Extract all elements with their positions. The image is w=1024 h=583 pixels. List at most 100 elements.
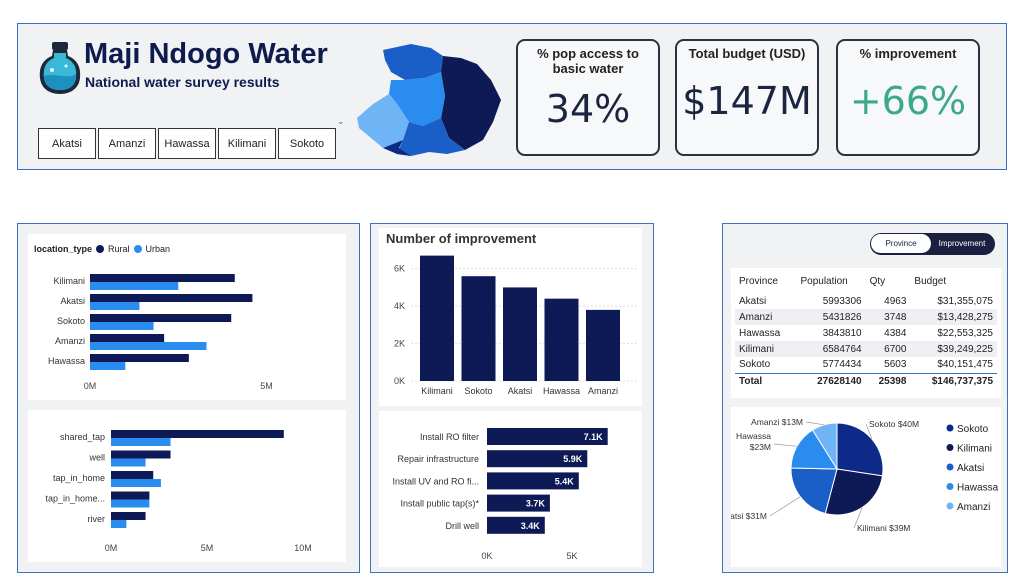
bar-urban[interactable] — [90, 322, 154, 330]
bar-rural[interactable] — [90, 354, 189, 362]
legend-dot[interactable] — [946, 444, 954, 451]
map-region-hawassa[interactable] — [357, 94, 409, 148]
cell: 4384 — [884, 327, 907, 339]
table-row[interactable]: Amanzi 5431826 3748 $13,428,275 — [735, 309, 997, 325]
bar-urban[interactable] — [90, 342, 207, 350]
table-row[interactable]: Sokoto 5774434 5603 $40,151,475 — [735, 357, 997, 373]
slicer-amanzi[interactable]: Amanzi — [98, 128, 156, 159]
slice-label: Amanzi $13M — [751, 417, 803, 427]
bar-series-2[interactable] — [111, 458, 146, 467]
bar-urban[interactable] — [90, 362, 126, 370]
bar-series-1[interactable] — [111, 450, 171, 459]
map-region-amanzi[interactable] — [383, 44, 443, 80]
location-chart-card: location_type Rural Urban Kilimani Akatsi… — [28, 234, 346, 400]
bar-series-2[interactable] — [111, 479, 161, 487]
cell: Hawassa — [739, 327, 781, 339]
category-label: Sokoto — [57, 316, 85, 326]
bar-series-2[interactable] — [111, 438, 171, 446]
toggle-improvement[interactable]: Improvement — [938, 239, 986, 248]
leader-line[interactable] — [769, 496, 801, 517]
table-row[interactable]: Hawassa 3843810 4384 $22,553,325 — [735, 325, 997, 341]
location-legend: location_type Rural Urban — [34, 244, 170, 254]
bar[interactable] — [487, 494, 550, 512]
location-bar-chart[interactable]: Kilimani Akatsi Sokoto Amanzi Hawassa 0M 5M — [28, 234, 346, 400]
bar[interactable] — [487, 428, 608, 445]
pie-slice-akatsi[interactable] — [790, 467, 838, 515]
cell: Amanzi — [735, 309, 797, 325]
category-label: Install UV and RO fi... — [392, 476, 479, 486]
data-label: 7.1K — [584, 432, 604, 442]
leader-line[interactable] — [865, 423, 873, 440]
dashboard-title: Maji Ndogo Water — [84, 38, 328, 70]
province-map[interactable] — [353, 42, 503, 157]
bar-rural[interactable] — [90, 274, 235, 282]
map-region-kilimani[interactable] — [397, 118, 465, 156]
bar-rural[interactable] — [90, 314, 232, 322]
leader-line[interactable] — [773, 443, 798, 447]
dashboard-subtitle: National water survey results — [85, 74, 280, 90]
legend-rural: Rural — [108, 244, 130, 254]
legend-label: Sokoto — [957, 424, 989, 435]
view-toggle[interactable]: Province Improvement — [870, 233, 995, 255]
budget-pie-chart[interactable]: Sokoto $40M Kilimani $39M Akatsi $31M Hawas… — [720, 407, 1001, 567]
map-region-akatsi[interactable] — [389, 72, 445, 126]
kpi-access-value: 34% — [545, 87, 631, 131]
bar-rural[interactable] — [90, 294, 253, 302]
bar[interactable] — [586, 309, 620, 381]
slicer-akatsi[interactable]: Akatsi — [38, 128, 96, 159]
chevron-down-icon[interactable]: ⌄ — [337, 116, 345, 126]
category-label: Hawassa — [48, 356, 85, 366]
legend-title: location_type — [34, 244, 93, 254]
pie-slice-kilimani[interactable] — [824, 468, 884, 516]
header-banner: Maji Ndogo Water National water survey r… — [17, 23, 1007, 170]
bar-rural[interactable] — [90, 334, 165, 342]
leader-line[interactable] — [805, 421, 825, 426]
pie-slice-hawassa[interactable] — [790, 429, 838, 470]
data-label: 5.4K — [555, 476, 575, 486]
bar-series-2[interactable] — [111, 520, 127, 528]
col-province[interactable]: Province — [739, 276, 778, 287]
bar-series-1[interactable] — [111, 491, 150, 500]
legend-dot[interactable] — [946, 424, 954, 432]
bar[interactable] — [461, 276, 496, 381]
table-row[interactable]: Kilimani 6584764 6700 $39,249,225 — [735, 341, 997, 357]
bar-urban[interactable] — [90, 282, 179, 290]
bar[interactable] — [487, 472, 579, 490]
bar-series-1[interactable] — [111, 471, 154, 479]
action-chart-card: Install RO filter 7.1K Repair infrastructu… — [379, 411, 642, 567]
table-row[interactable]: Akatsi 5993306 4963 $31,355,075 — [735, 293, 997, 309]
category-label: tap_in_home — [53, 473, 105, 483]
bar[interactable] — [487, 450, 588, 468]
slicer-kilimani[interactable]: Kilimani — [218, 128, 276, 159]
bar[interactable] — [544, 298, 579, 381]
bar[interactable] — [503, 287, 537, 381]
legend-label: Akatsi — [957, 463, 984, 474]
category-label: Install public tap(s)* — [400, 499, 479, 509]
bar[interactable] — [487, 516, 545, 534]
slice-label: Kilimani $39M — [857, 523, 910, 533]
bar-urban[interactable] — [90, 302, 140, 310]
action-bar-chart[interactable]: Install RO filter 7.1K Repair infrastructu… — [379, 411, 642, 567]
bar-series-2[interactable] — [111, 499, 150, 508]
improvement-bar-chart[interactable]: 0K 2K 4K 6K Kilimani Sokoto Akatsi Hawassa Amanz… — [379, 228, 642, 406]
map-region-sokoto[interactable] — [441, 56, 501, 150]
kpi-access-label: % pop access to basic water — [537, 46, 639, 76]
col-budget[interactable]: Budget — [914, 276, 947, 287]
pie-slice-sokoto[interactable] — [836, 422, 884, 477]
leader-line[interactable] — [853, 507, 863, 529]
bar-series-1[interactable] — [111, 512, 146, 520]
data-label: 3.4K — [521, 521, 541, 531]
bar[interactable] — [420, 255, 454, 381]
col-population[interactable]: Population — [800, 276, 848, 287]
pie-slice-amanzi[interactable] — [811, 422, 838, 471]
slicer-hawassa[interactable]: Hawassa — [158, 128, 216, 159]
legend-dot[interactable] — [946, 463, 954, 471]
col-qty[interactable]: Qty — [869, 276, 886, 287]
slicer-sokoto[interactable]: Sokoto — [278, 128, 336, 159]
legend-dot[interactable] — [946, 502, 954, 510]
bar-series-1[interactable] — [111, 430, 284, 438]
legend-dot[interactable] — [946, 483, 954, 490]
toggle-province[interactable]: Province — [871, 234, 931, 253]
kpi-improvement-value: +66% — [849, 79, 967, 123]
